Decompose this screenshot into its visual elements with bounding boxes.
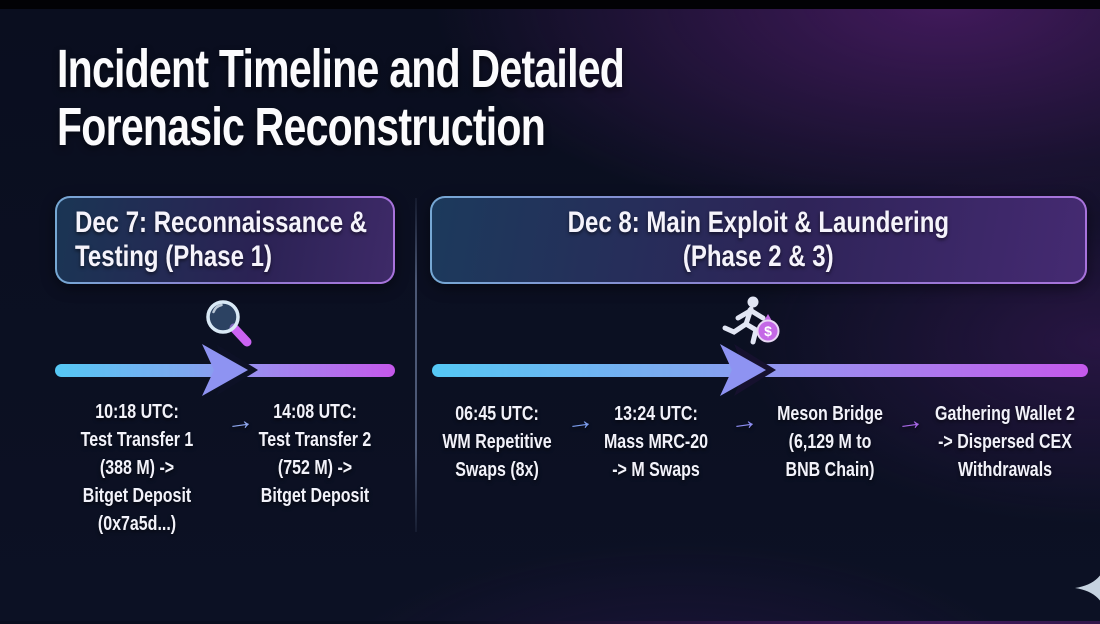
event-line: -> Dispersed CEX bbox=[938, 431, 1072, 453]
event-line: Withdrawals bbox=[957, 459, 1053, 481]
phase2-header-line1: Dec 8: Main Exploit & Laundering bbox=[567, 206, 950, 239]
event-phase2-wm-swaps: 06:45 UTC: WM Repetitive Swaps (8x) bbox=[433, 400, 561, 484]
phase1-header-line1: Dec 7: Reconnaissance & bbox=[75, 206, 368, 239]
connector-arrow-icon: → bbox=[727, 403, 760, 438]
event-line: (0x7a5d...) bbox=[97, 513, 177, 535]
connector-arrow-icon: → bbox=[563, 403, 596, 438]
magnifier-icon bbox=[206, 300, 252, 347]
event-phase2-gathering-wallet: Gathering Wallet 2 -> Dispersed CEX With… bbox=[934, 400, 1076, 484]
phase2-header-box: Dec 8: Main Exploit & Laundering (Phase … bbox=[430, 196, 1087, 284]
event-line: Gathering Wallet 2 bbox=[935, 403, 1075, 425]
event-phase2-mass-swaps: 13:24 UTC: Mass MRC-20 -> M Swaps bbox=[592, 400, 720, 484]
top-black-bar bbox=[0, 0, 1100, 9]
section-divider bbox=[415, 198, 417, 532]
title-line-1: Incident Timeline and Detailed bbox=[57, 39, 625, 99]
event-line: Bitget Deposit bbox=[260, 485, 370, 507]
connector-arrow-icon: → bbox=[223, 403, 256, 438]
money-bag-symbol: $ bbox=[764, 323, 772, 339]
phase1-header-line2: Testing (Phase 1) bbox=[75, 240, 272, 273]
event-line: (6,129 M to bbox=[788, 431, 872, 453]
event-line: (388 M) -> bbox=[99, 457, 175, 479]
event-line: Test Transfer 2 bbox=[258, 429, 372, 451]
event-line: 14:08 UTC: bbox=[273, 401, 357, 423]
event-line: Test Transfer 1 bbox=[80, 429, 194, 451]
title-line-2: Forenasic Reconstruction bbox=[57, 97, 546, 157]
money-runner-icon: $ bbox=[722, 296, 780, 345]
event-line: Swaps (8x) bbox=[455, 459, 539, 481]
event-phase1-test-transfer-1: 10:18 UTC: Test Transfer 1 (388 M) -> Bi… bbox=[69, 398, 205, 538]
event-line: WM Repetitive bbox=[442, 431, 552, 453]
event-phase1-test-transfer-2: 14:08 UTC: Test Transfer 2 (752 M) -> Bi… bbox=[247, 398, 383, 510]
phase2-header-line2: (Phase 2 & 3) bbox=[683, 240, 834, 273]
event-line: Bitget Deposit bbox=[82, 485, 192, 507]
phase1-arrowhead-icon bbox=[202, 344, 258, 396]
event-line: 13:24 UTC: bbox=[614, 403, 698, 425]
sparkle-icon bbox=[1075, 575, 1100, 601]
event-phase2-meson-bridge: Meson Bridge (6,129 M to BNB Chain) bbox=[764, 400, 895, 484]
phase2-arrowhead-icon bbox=[720, 344, 776, 396]
event-line: Mass MRC-20 bbox=[603, 431, 709, 453]
event-line: 06:45 UTC: bbox=[455, 403, 539, 425]
event-line: 10:18 UTC: bbox=[95, 401, 179, 423]
page-title: Incident Timeline and Detailed Forenasic… bbox=[57, 39, 625, 157]
phase1-header-box: Dec 7: Reconnaissance & Testing (Phase 1… bbox=[55, 196, 395, 284]
event-line: Meson Bridge bbox=[777, 403, 883, 425]
event-line: (752 M) -> bbox=[277, 457, 353, 479]
event-line: -> M Swaps bbox=[612, 459, 700, 481]
phase2-header-inner: Dec 8: Main Exploit & Laundering (Phase … bbox=[432, 198, 1085, 282]
connector-arrow-icon: → bbox=[893, 403, 926, 438]
phase1-header-inner: Dec 7: Reconnaissance & Testing (Phase 1… bbox=[57, 198, 393, 282]
event-line: BNB Chain) bbox=[785, 459, 875, 481]
